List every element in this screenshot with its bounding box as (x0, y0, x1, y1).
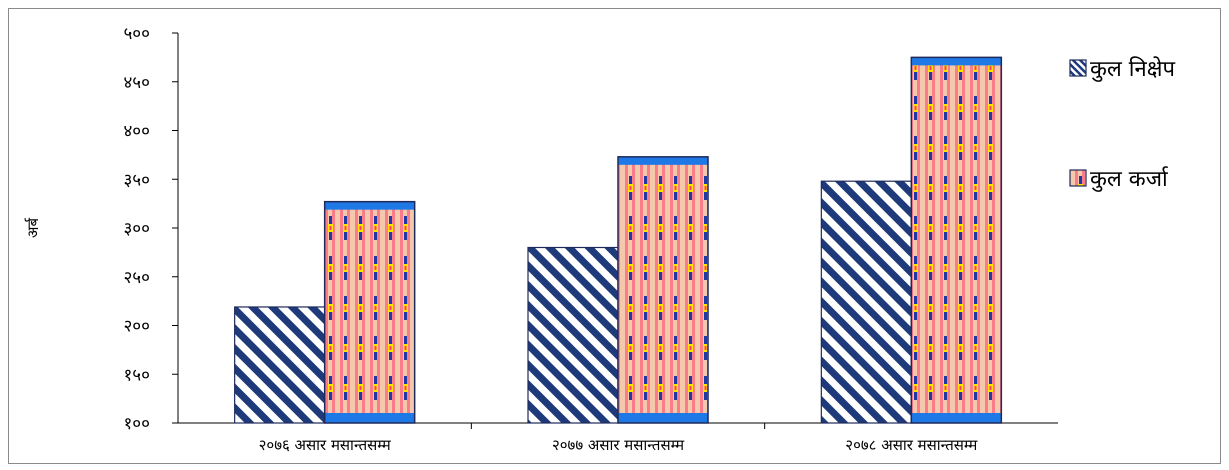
y-tick-label: ३०० (123, 219, 150, 239)
legend-label: कुल कर्जा (1090, 166, 1169, 192)
bar-outline (323, 200, 416, 424)
legend-swatch (1069, 59, 1087, 77)
bar-kul-karja (617, 156, 709, 424)
bar-kul-karja (910, 56, 1003, 424)
bar-top-band (618, 156, 708, 165)
bar-bottom-band (911, 413, 1002, 423)
y-tick-label: ४५० (123, 73, 150, 93)
bar-top-band (324, 201, 415, 210)
y-tick-label: ३५० (123, 170, 150, 190)
legend-swatch (1069, 169, 1087, 187)
chart-border (8, 8, 1221, 464)
x-tick-label: २०७६ असार मसान्तसम्म (259, 436, 392, 454)
bar-kul-nikshep (234, 306, 326, 424)
x-tick-label: २०७७ असार मसान्तसम्म (552, 436, 685, 454)
y-tick-label: १५० (123, 365, 150, 385)
y-tick-label: २५० (123, 268, 150, 288)
bar-outline (910, 56, 1003, 424)
bar-chart: १०० १५० २०० २५० ३०० ३५० ४०० ४५० ५०० २०७६ असार मसा… (8, 8, 1221, 464)
bar-kul-karja-fill (324, 201, 415, 423)
legend-label: कुल निक्षेप (1090, 56, 1175, 82)
y-tick-label: ५०० (123, 24, 150, 44)
chart-frame: १०० १५० २०० २५० ३०० ३५० ४०० ४५० ५०० २०७६ असार मसा… (8, 8, 1221, 464)
bar-kul-nikshep (527, 246, 619, 424)
bar-top-band (911, 57, 1002, 66)
bar-outline (617, 156, 709, 424)
bar-bottom-band (618, 413, 708, 423)
legend-item-kul-nikshep: कुल निक्षेप (1069, 56, 1175, 82)
y-axis-label: अर्ब (24, 217, 42, 238)
y-tick-label: ४०० (123, 122, 150, 142)
bar-kul-karja-fill (618, 156, 708, 423)
bar-bottom-band (324, 413, 415, 423)
bar-kul-karja (323, 200, 416, 424)
bar-kul-karja-fill (911, 57, 1002, 423)
legend-item-kul-karja: कुल कर्जा (1069, 166, 1169, 192)
bars (234, 56, 1003, 424)
tick-labels: १०० १५० २०० २५० ३०० ३५० ४०० ४५० ५०० २०७६ असार मसा… (123, 24, 978, 454)
bar-kul-nikshep (820, 180, 912, 424)
x-tick-label: २०७८ असार मसान्तसम्म (845, 436, 978, 454)
legend: कुल निक्षेप कुल कर्जा (1069, 56, 1175, 192)
y-tick-label: १०० (123, 414, 150, 434)
y-tick-label: २०० (123, 317, 150, 337)
